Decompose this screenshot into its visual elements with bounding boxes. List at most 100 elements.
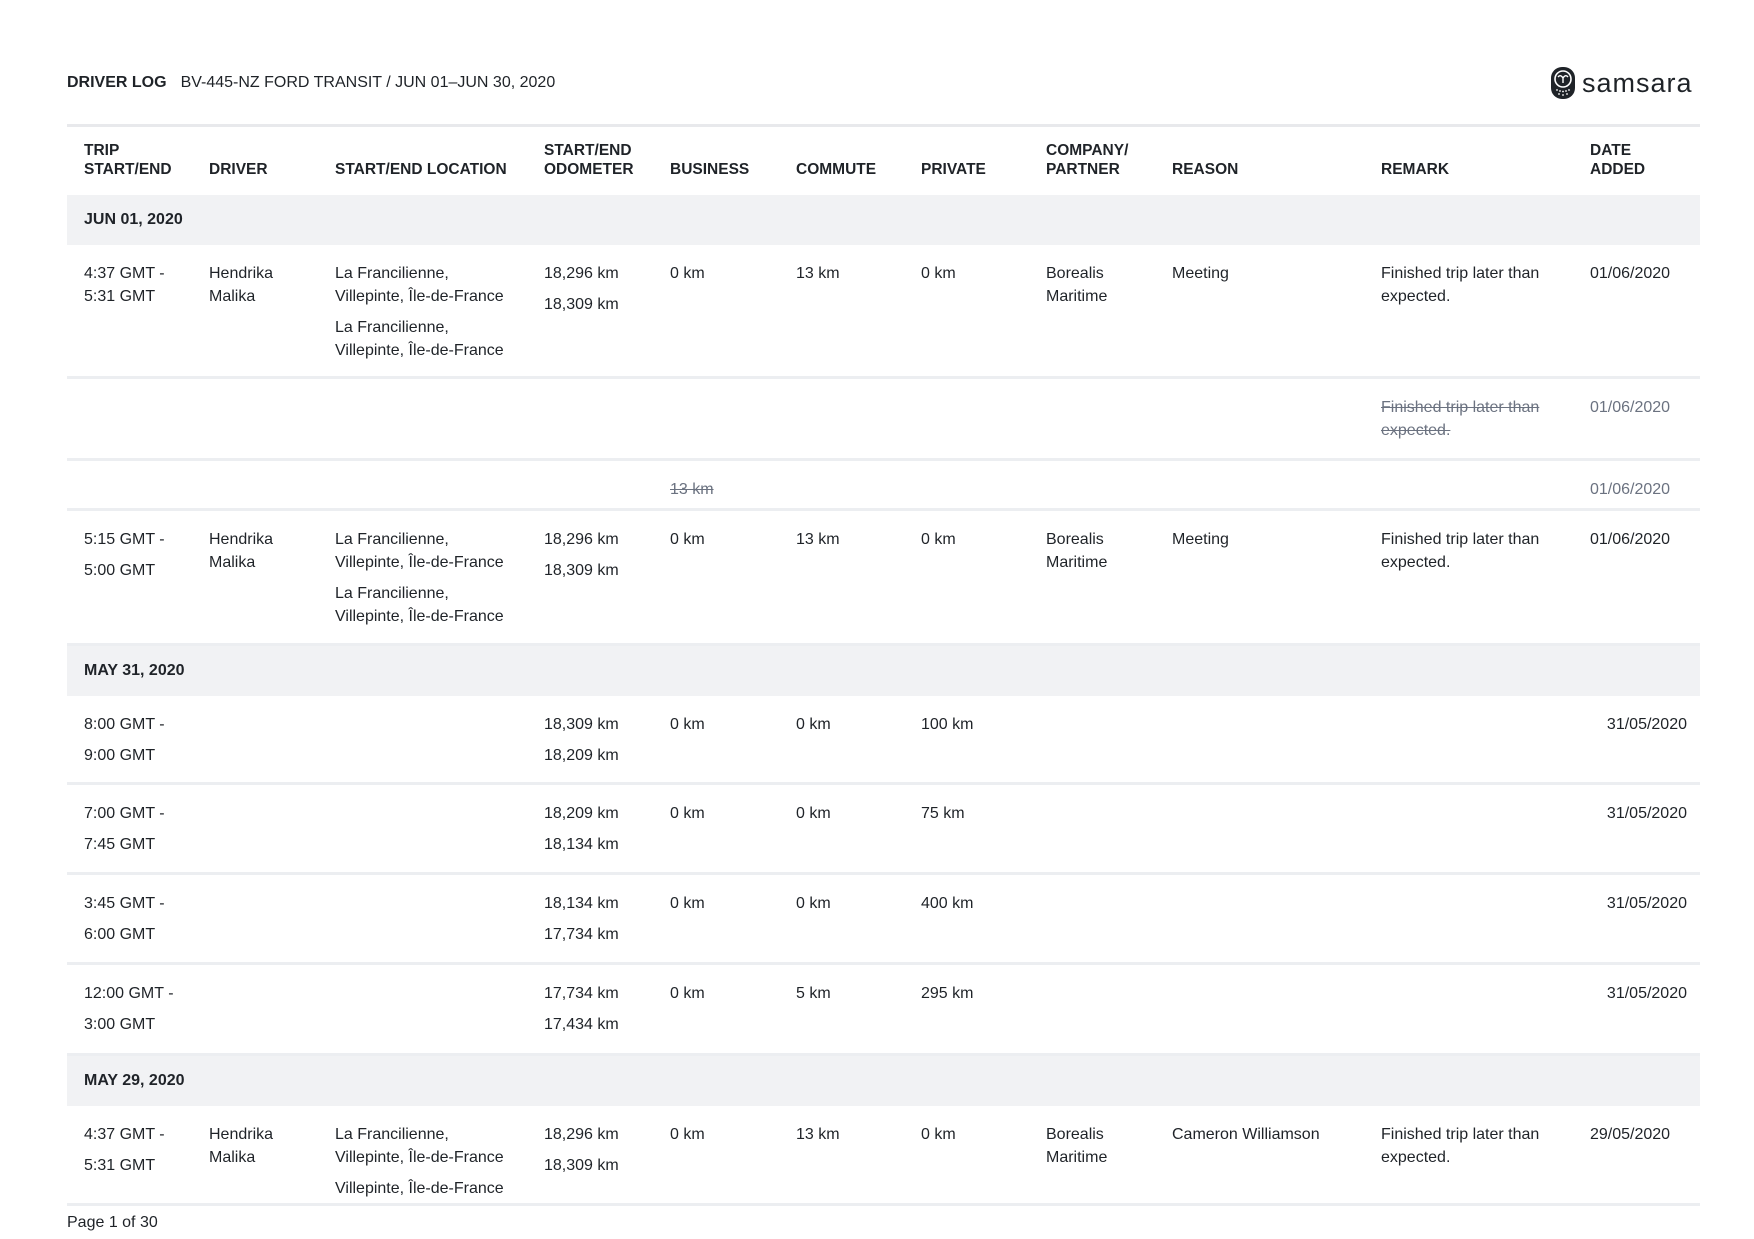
trip-time-line: 4:37 GMT - 5:31 GMT [84, 265, 165, 305]
date-added: 01/06/2020 [1590, 481, 1671, 498]
column-header: DRIVER [209, 161, 268, 178]
date-added: 01/06/2020 [1590, 265, 1671, 282]
private-distance: 295 km [921, 985, 974, 1002]
remark: Finished trip later than expected. [1381, 531, 1540, 571]
column-header: BUSINESS [670, 161, 750, 178]
odometer-line: 17,734 km [544, 985, 619, 1002]
odometer-line: 18,134 km [544, 895, 619, 912]
commute-distance: 0 km [796, 716, 831, 733]
odometer-line: 17,734 km [544, 926, 619, 943]
report-subtitle: BV-445-NZ FORD TRANSIT / JUN 01–JUN 30, … [180, 74, 556, 91]
private-distance: 0 km [921, 1126, 956, 1143]
business-distance: 0 km [670, 1126, 705, 1143]
odometer-line: 18,309 km [544, 296, 619, 313]
date-added: 01/06/2020 [1590, 531, 1671, 548]
location-line: La Francilienne, Villepinte, Île-de-Fran… [335, 585, 504, 625]
remark-previous-value: Finished trip later than expected. [1381, 399, 1540, 439]
edit-history-row[interactable]: Finished trip later than expected. 01/06/… [67, 379, 1700, 461]
odometer-line: 18,134 km [544, 836, 619, 853]
company-partner: Borealis Maritime [1046, 1126, 1108, 1166]
business-distance: 0 km [670, 531, 705, 548]
odometer: 18,296 km 18,309 km [544, 528, 619, 582]
page-indicator: Page 1 of 30 [67, 1214, 158, 1231]
trip-row[interactable]: 4:37 GMT - 5:31 GMT Hendrika Malika La Fran… [67, 1106, 1700, 1206]
date-group-label: MAY 31, 2020 [84, 662, 185, 679]
reason: Meeting [1172, 531, 1229, 548]
commute-distance: 13 km [796, 531, 840, 548]
odometer-line: 17,434 km [544, 1016, 619, 1033]
trip-time-line: 5:00 GMT [84, 562, 156, 579]
trip-time: 3:45 GMT - 6:00 GMT [84, 892, 165, 946]
date-added: 29/05/2020 [1590, 1126, 1671, 1143]
location: La Francilienne, Villepinte, Île-de-Fran… [335, 262, 504, 362]
trip-time-line: 9:00 GMT [84, 747, 156, 764]
trip-time-line: 3:00 GMT [84, 1016, 156, 1033]
odometer: 18,296 km 18,309 km [544, 1123, 619, 1177]
trip-row[interactable]: 7:00 GMT - 7:45 GMT 18,209 km 18,134 km 0 km… [67, 785, 1700, 875]
date-group-label: JUN 01, 2020 [84, 211, 183, 228]
date-added: 31/05/2020 [1606, 716, 1687, 733]
driver-name: Hendrika Malika [209, 1126, 274, 1166]
trip-time-line: 8:00 GMT - [84, 716, 165, 733]
edit-history-row[interactable]: 13 km 01/06/2020 [67, 461, 1700, 511]
commute-distance: 13 km [796, 265, 840, 282]
odometer: 18,134 km 17,734 km [544, 892, 619, 946]
commute-distance: 13 km [796, 1126, 840, 1143]
trip-time-line: 6:00 GMT [84, 926, 156, 943]
reason: Meeting [1172, 265, 1229, 282]
company-partner: Borealis Maritime [1046, 531, 1108, 571]
trip-time: 5:15 GMT - 5:00 GMT [84, 528, 165, 582]
remark: Finished trip later than expected. [1381, 265, 1540, 305]
owl-logo-icon [1551, 67, 1575, 99]
odometer-line: 18,309 km [544, 1157, 619, 1174]
private-distance: 0 km [921, 531, 956, 548]
trip-time-line: 5:15 GMT - [84, 531, 165, 548]
location-line: La Francilienne, Villepinte, Île-de-Fran… [335, 531, 504, 571]
date-group-row: MAY 31, 2020 [67, 646, 1700, 696]
samsara-logo: samsara [1550, 66, 1693, 100]
table-header-row: TRIP START/END DRIVER START/END LOCATION ST… [67, 127, 1700, 195]
location-line: La Francilienne, Villepinte, Île-de-Fran… [335, 319, 504, 359]
trip-row[interactable]: 8:00 GMT - 9:00 GMT 18,309 km 18,209 km 0 km… [67, 696, 1700, 785]
private-distance: 0 km [921, 265, 956, 282]
trip-row[interactable]: 3:45 GMT - 6:00 GMT 18,134 km 17,734 km 0 km… [67, 875, 1700, 965]
business-previous-value: 13 km [670, 481, 714, 498]
report-header: DRIVER LOG BV-445-NZ FORD TRANSIT / JUN 0… [67, 74, 555, 92]
trip-row[interactable]: 4:37 GMT - 5:31 GMT Hendrika Malika La Fra… [67, 245, 1700, 379]
trip-time-line: 5:31 GMT [84, 1157, 156, 1174]
logo-text: samsara [1582, 67, 1693, 98]
location-line: La Francilienne, Villepinte, Île-de-Fran… [335, 265, 504, 305]
column-header: REASON [1172, 161, 1239, 178]
trip-row[interactable]: 12:00 GMT - 3:00 GMT 17,734 km 17,434 km 0 k… [67, 965, 1700, 1056]
reason: Cameron Williamson [1172, 1126, 1320, 1143]
column-header: COMMUTE [796, 161, 877, 178]
driver-log-table: TRIP START/END DRIVER START/END LOCATION ST… [67, 124, 1700, 1206]
trip-time: 4:37 GMT - 5:31 GMT [84, 1123, 165, 1177]
company-partner: Borealis Maritime [1046, 265, 1108, 305]
private-distance: 75 km [921, 805, 965, 822]
odometer-line: 18,296 km [544, 531, 619, 548]
date-group-label: MAY 29, 2020 [84, 1072, 185, 1089]
date-added: 31/05/2020 [1606, 985, 1687, 1002]
business-distance: 0 km [670, 716, 705, 733]
location-line: Villepinte, Île-de-France [335, 1180, 504, 1197]
driver-name: Hendrika Malika [209, 531, 274, 571]
business-distance: 0 km [670, 265, 705, 282]
odometer-line: 18,209 km [544, 805, 619, 822]
location-line: La Francilienne, Villepinte, Île-de-Fran… [335, 1126, 504, 1166]
column-header: START/END ODOMETER [544, 142, 634, 178]
trip-time: 12:00 GMT - 3:00 GMT [84, 982, 174, 1036]
date-group-row: JUN 01, 2020 [67, 195, 1700, 245]
odometer-line: 18,309 km [544, 562, 619, 579]
date-added: 31/05/2020 [1606, 805, 1687, 822]
column-header: START/END LOCATION [335, 161, 507, 178]
column-header: REMARK [1381, 161, 1450, 178]
trip-row[interactable]: 5:15 GMT - 5:00 GMT Hendrika Malika La Fran… [67, 511, 1700, 646]
trip-time-line: 7:00 GMT - [84, 805, 165, 822]
odometer: 18,209 km 18,134 km [544, 802, 619, 856]
remark: Finished trip later than expected. [1381, 1126, 1540, 1166]
trip-time: 8:00 GMT - 9:00 GMT [84, 713, 165, 767]
private-distance: 400 km [921, 895, 974, 912]
trip-time: 4:37 GMT - 5:31 GMT [84, 262, 165, 308]
date-added: 31/05/2020 [1606, 895, 1687, 912]
